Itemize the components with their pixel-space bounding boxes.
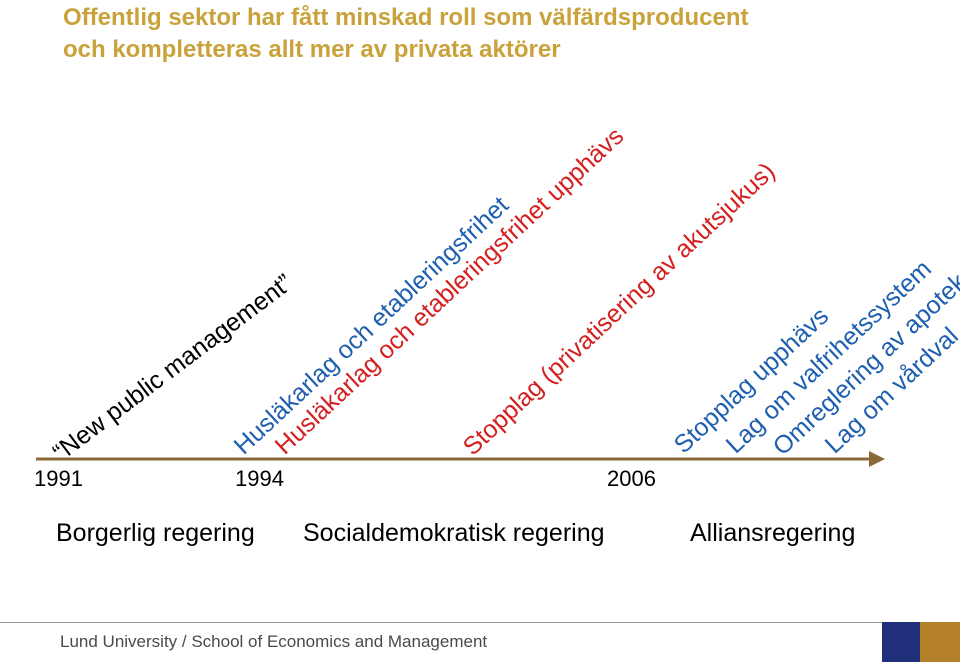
title-line-2: och kompletteras allt mer av privata akt… xyxy=(63,36,561,63)
footer-divider xyxy=(0,622,882,623)
era-allians: Alliansregering xyxy=(690,519,856,547)
year-1991: 1991 xyxy=(34,466,83,491)
slide-title: Offentlig sektor har fått minskad roll s… xyxy=(63,2,943,66)
title-line-1: Offentlig sektor har fått minskad roll s… xyxy=(63,4,749,31)
era-borgerlig: Borgerlig regering xyxy=(56,519,255,547)
year-2006: 2006 xyxy=(607,466,656,491)
era-socialdemokratisk: Socialdemokratisk regering xyxy=(303,519,605,547)
year-1994: 1994 xyxy=(235,466,284,491)
logo-navy-block xyxy=(882,622,920,662)
logo-gold-block xyxy=(920,622,960,662)
footer-text: Lund University / School of Economics an… xyxy=(60,632,488,651)
